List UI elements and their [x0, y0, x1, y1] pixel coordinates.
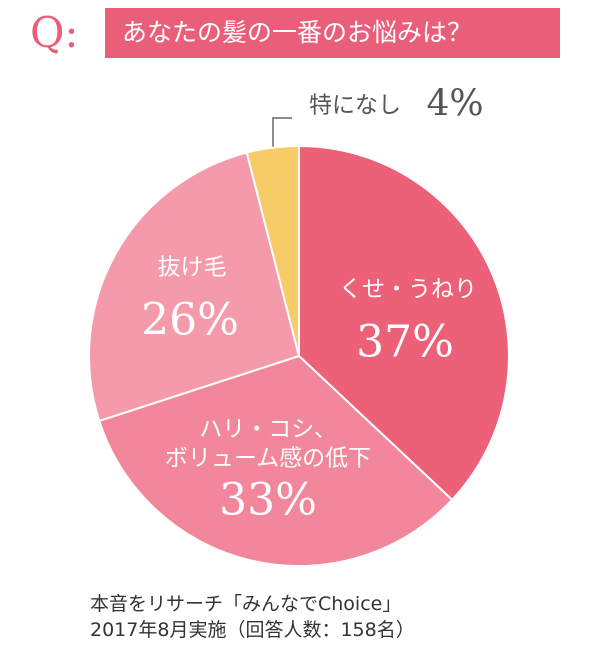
category-label: 抜け毛	[157, 254, 227, 281]
note: 本音をリサーチ「みんなでChoice」	[90, 593, 402, 615]
category-label: 特になし	[309, 92, 401, 119]
pie-slice	[298, 144, 510, 502]
leader-line	[272, 117, 292, 152]
title-banner	[105, 8, 560, 58]
value-label: 37%	[356, 316, 454, 368]
chart-title: あなたの髪の一番のお悩みは？	[122, 18, 472, 47]
pie-slice	[88, 151, 301, 423]
q-mark: Q:	[30, 8, 79, 57]
note: 2017年8月実施（回答人数：158名）	[90, 618, 415, 641]
value-label: 33%	[219, 474, 317, 526]
pie-slice	[98, 354, 454, 567]
value-label: 26%	[141, 294, 239, 346]
value-label: 4%	[426, 83, 484, 125]
category-label: くせ・うねり	[339, 276, 477, 303]
notes: 本音をリサーチ「みんなでChoice」 2017年8月実施（回答人数：158名）	[90, 592, 415, 643]
pie-slice	[245, 144, 300, 357]
category-label: ハリ・コシ、 ボリューム感の低下	[164, 416, 372, 471]
